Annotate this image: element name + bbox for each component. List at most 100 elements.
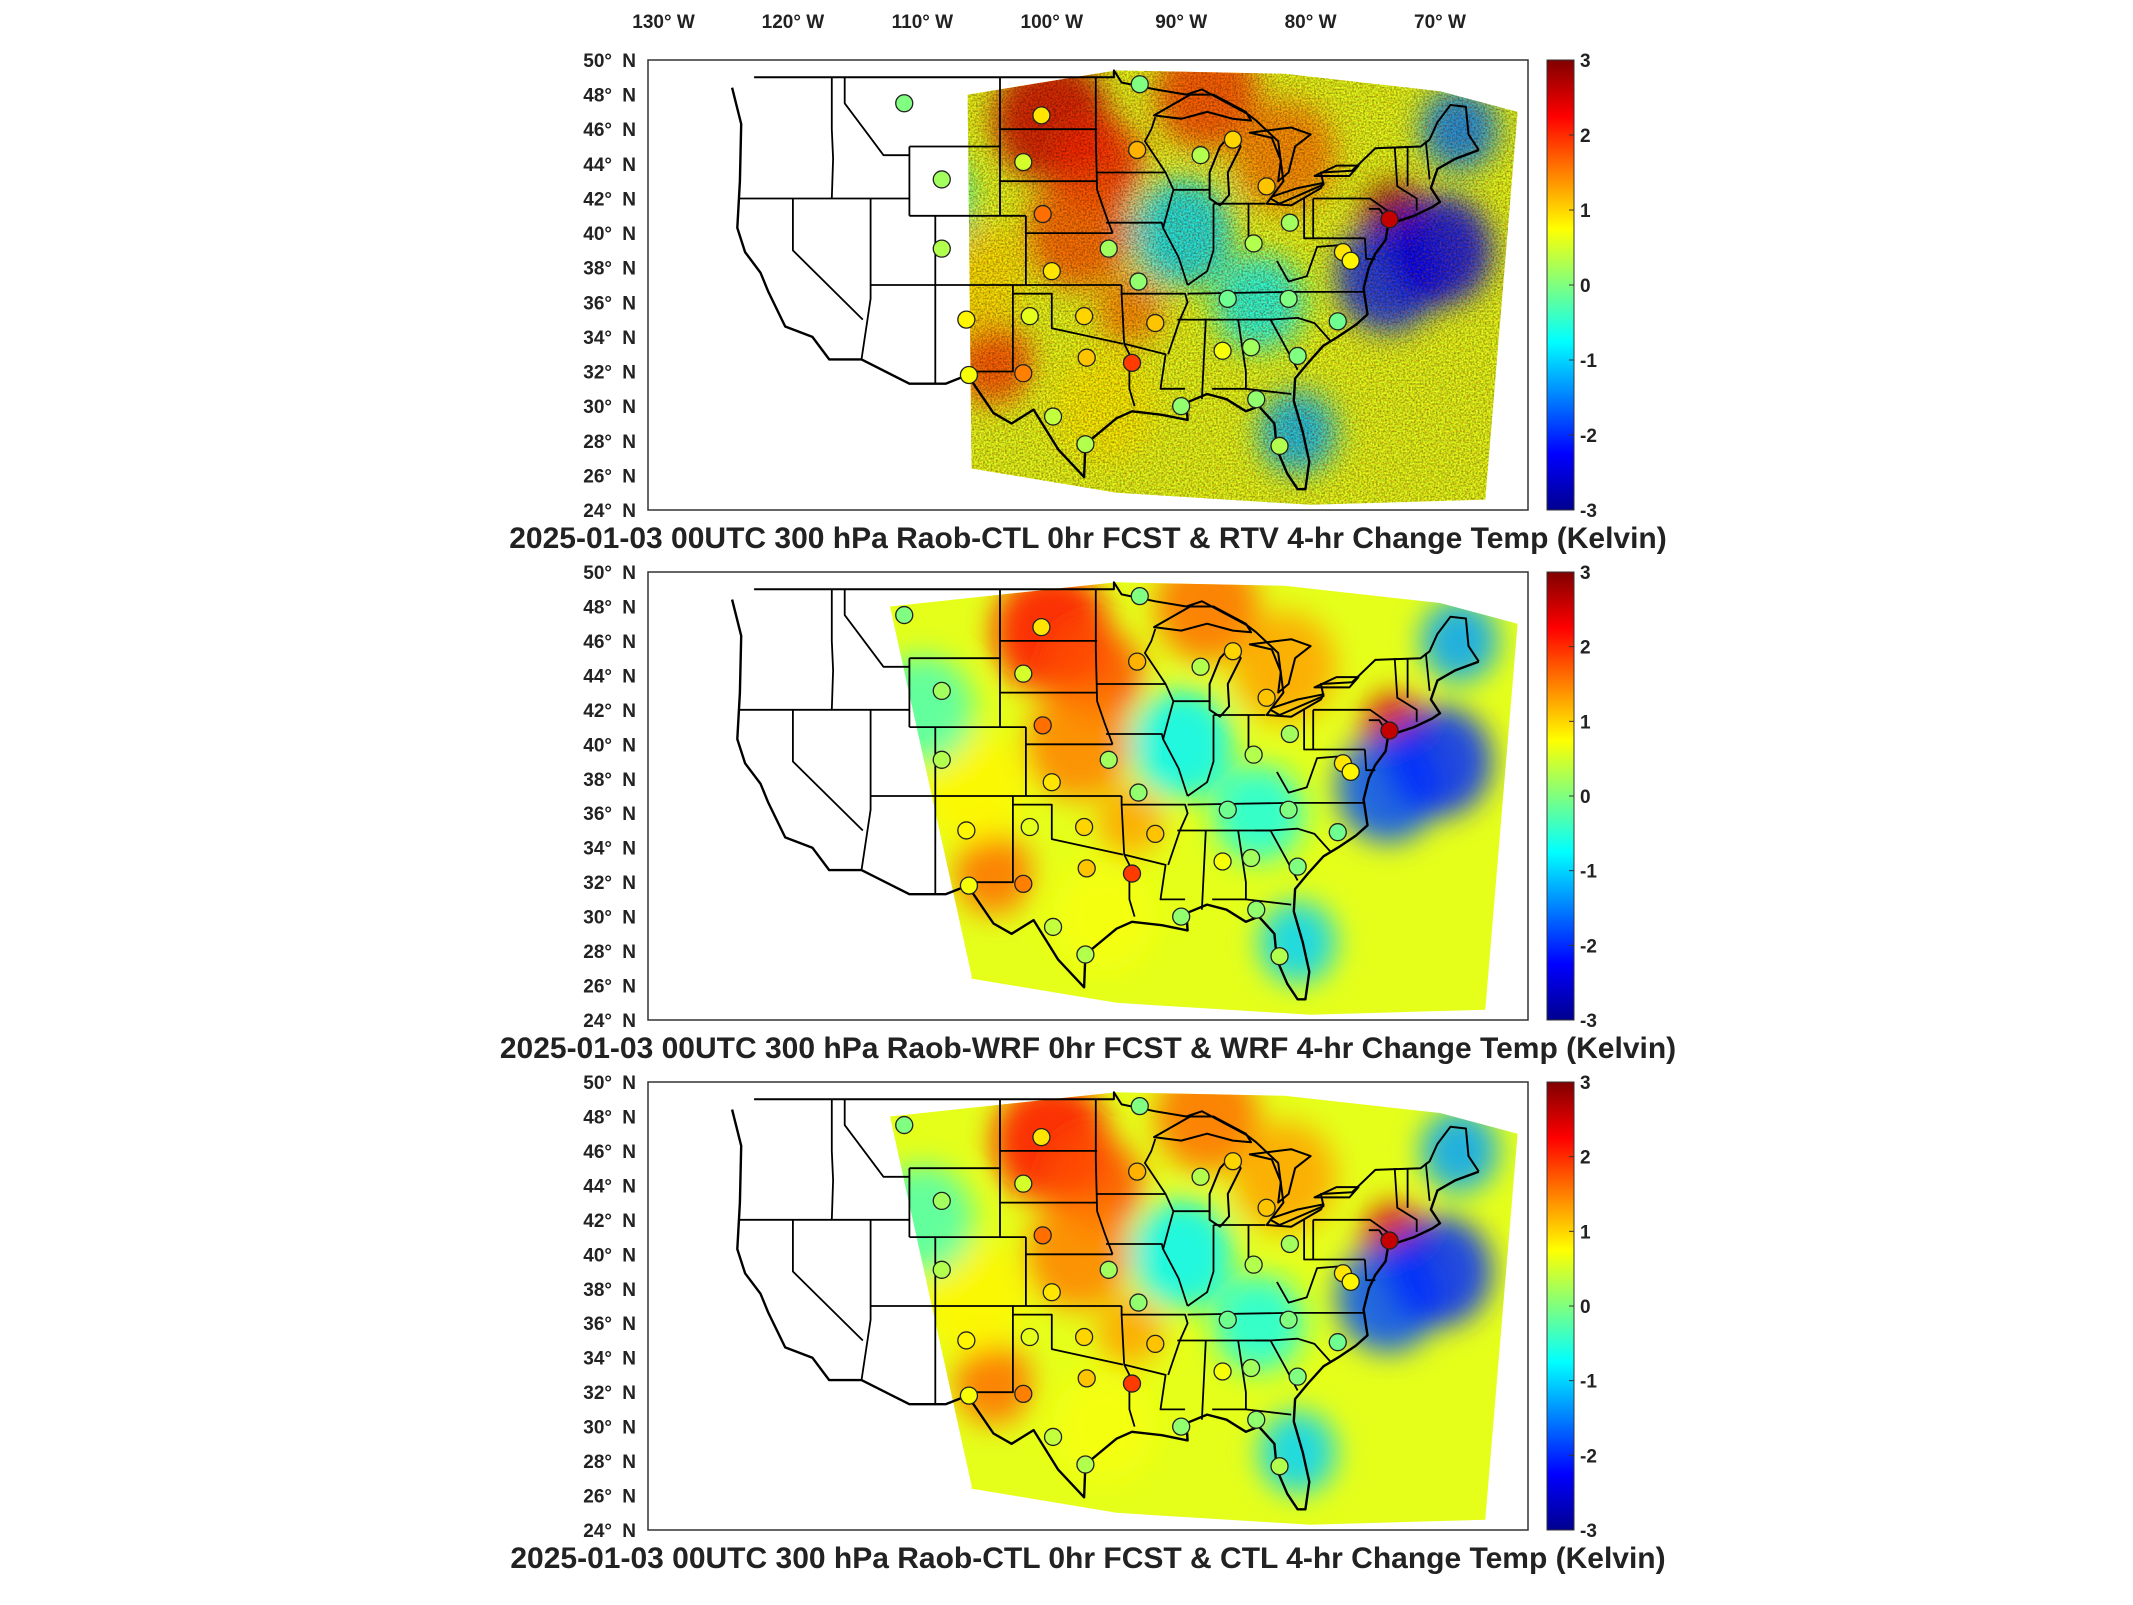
lat-hemi: N	[622, 293, 636, 314]
lat-label-32: 32°	[583, 873, 612, 894]
colorbar-tick: 3	[1580, 563, 1591, 584]
station-marker	[1146, 1334, 1165, 1354]
station-marker	[1077, 348, 1096, 367]
station-marker	[1279, 1310, 1298, 1329]
latitude-labels: 50° N 48° N 46° N 44° N 42° N 40° N 38° N 36° N 34° N 32° N…	[583, 51, 636, 522]
station-marker	[1014, 1384, 1033, 1404]
lat-label-32: 32°	[583, 363, 612, 384]
lat-hemi: N	[622, 1107, 636, 1128]
station-marker	[1328, 823, 1347, 842]
lat-label-28: 28°	[583, 942, 612, 963]
station-marker	[1247, 900, 1266, 919]
lat-label-24: 24°	[583, 1521, 612, 1542]
lat-hemi: N	[622, 1418, 636, 1439]
lat-hemi: N	[622, 770, 636, 791]
station-marker	[957, 1331, 976, 1350]
station-marker	[1341, 251, 1360, 270]
lon-label-70: 70° W	[1414, 12, 1466, 33]
lat-label-34: 34°	[583, 328, 612, 349]
panel-3: 50° N 48° N 46° N 44° N 42° N 40° N 38° N 36° N 34° N 32° N…	[510, 1073, 1665, 1575]
station-marker	[1241, 848, 1261, 868]
colorbar-tick: 0	[1580, 787, 1591, 808]
station-marker	[932, 170, 951, 189]
station-marker	[1128, 1162, 1147, 1181]
station-marker	[1191, 657, 1210, 676]
colorbar-tick: -1	[1580, 351, 1597, 372]
lat-label-44: 44°	[583, 155, 612, 176]
lat-label-42: 42°	[583, 701, 612, 722]
station-marker	[1257, 688, 1276, 707]
lat-hemi: N	[622, 397, 636, 418]
colorbar-tick: 3	[1580, 51, 1591, 72]
lat-label-40: 40°	[583, 224, 612, 245]
station-marker	[1270, 1457, 1289, 1476]
lat-hemi: N	[622, 1073, 636, 1094]
station-marker	[1122, 353, 1142, 373]
station-marker	[1129, 1293, 1148, 1312]
station-marker	[1223, 642, 1243, 661]
lat-hemi: N	[622, 51, 636, 72]
station-marker	[1033, 204, 1052, 224]
lat-hemi: N	[622, 155, 636, 176]
station-marker	[1213, 341, 1232, 360]
station-marker	[1130, 586, 1149, 606]
colorbar-tick: 0	[1580, 1297, 1591, 1318]
station-marker	[1244, 234, 1263, 253]
station-marker	[1122, 864, 1142, 883]
station-marker	[1328, 312, 1347, 331]
lat-hemi: N	[622, 120, 636, 141]
colorbar: 3 2 1 0 -1 -2 -3	[1546, 1073, 1597, 1542]
colorbar-tick: -3	[1580, 1521, 1597, 1542]
lat-hemi: N	[622, 224, 636, 245]
colorbar-tick: -1	[1580, 1372, 1597, 1393]
station-marker	[1244, 1255, 1263, 1274]
lat-hemi: N	[622, 1011, 636, 1032]
temperature-field	[890, 582, 1518, 1015]
station-marker	[895, 94, 914, 113]
colorbar: 3 2 1 0 -1 -2 -3	[1546, 51, 1597, 522]
station-marker	[1129, 783, 1148, 802]
colorbar-tick: 2	[1580, 638, 1591, 659]
colorbar-tick: -2	[1580, 426, 1597, 447]
lat-hemi: N	[622, 1383, 636, 1404]
lat-hemi: N	[622, 735, 636, 756]
station-marker	[1341, 1272, 1360, 1292]
station-marker	[895, 605, 914, 625]
station-marker	[1074, 1327, 1094, 1347]
lat-hemi: N	[622, 1142, 636, 1163]
lat-hemi: N	[622, 1176, 636, 1197]
lat-hemi: N	[622, 189, 636, 210]
station-marker	[1130, 75, 1149, 94]
station-marker	[1213, 852, 1232, 871]
lat-label-36: 36°	[583, 804, 612, 825]
raob-stations	[895, 586, 1399, 966]
station-marker	[1247, 390, 1266, 409]
colorbar-tick: 1	[1580, 1222, 1591, 1243]
colorbar-tick: -2	[1580, 1446, 1597, 1467]
lat-hemi: N	[622, 1245, 636, 1266]
station-marker	[1288, 346, 1307, 366]
lat-label-46: 46°	[583, 1142, 612, 1163]
lat-label-38: 38°	[583, 259, 612, 280]
station-marker	[1128, 140, 1147, 160]
station-marker	[1241, 1358, 1261, 1378]
lat-label-42: 42°	[583, 189, 612, 210]
lat-hemi: N	[622, 873, 636, 894]
lat-hemi: N	[622, 432, 636, 453]
lat-label-24: 24°	[583, 1011, 612, 1032]
station-marker	[1042, 773, 1061, 792]
station-marker	[1380, 210, 1399, 229]
lat-label-48: 48°	[583, 1107, 612, 1128]
station-marker	[1380, 721, 1399, 740]
station-marker	[932, 681, 951, 701]
station-marker	[932, 1191, 951, 1211]
station-marker	[1077, 1369, 1096, 1388]
lat-label-36: 36°	[583, 1314, 612, 1335]
station-marker	[1172, 907, 1191, 926]
lat-label-30: 30°	[583, 1418, 612, 1439]
lat-label-44: 44°	[583, 666, 612, 687]
station-marker	[1042, 262, 1061, 281]
station-marker	[1288, 857, 1307, 876]
station-marker	[1020, 307, 1039, 326]
